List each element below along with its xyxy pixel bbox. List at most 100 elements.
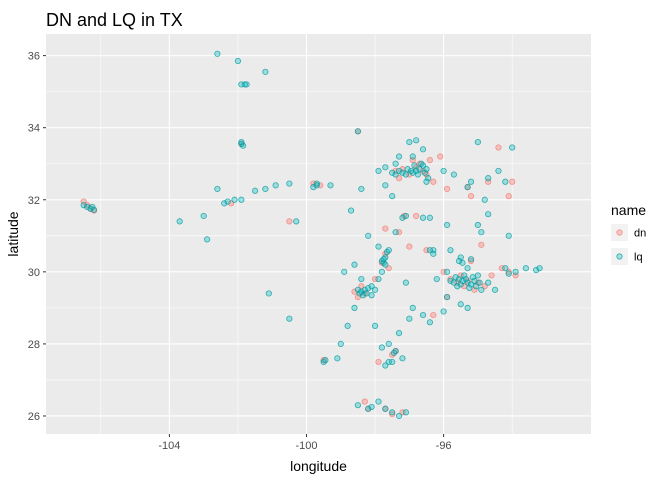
x-axis-title: longitude xyxy=(290,458,347,474)
data-point-lq xyxy=(365,284,372,292)
x-tick-label: -104 xyxy=(158,440,180,452)
data-point-lq xyxy=(375,275,382,283)
data-point-dn xyxy=(488,272,495,279)
data-point-lq xyxy=(334,355,341,362)
data-point-lq xyxy=(262,68,269,75)
data-point-lq xyxy=(354,128,362,135)
data-point-lq xyxy=(474,139,481,146)
data-point-lq xyxy=(443,221,451,229)
y-tick-label: 32 xyxy=(28,195,40,207)
data-point-lq xyxy=(512,268,519,275)
data-point-lq xyxy=(385,247,392,254)
data-point-lq xyxy=(251,187,259,194)
data-point-lq xyxy=(382,261,389,268)
data-point-lq xyxy=(262,185,269,193)
data-point-lq xyxy=(505,232,512,239)
data-point-lq xyxy=(485,279,492,286)
data-point-lq xyxy=(214,185,221,193)
data-point-lq xyxy=(358,275,365,283)
data-point-lq xyxy=(382,182,389,189)
data-point-lq xyxy=(354,286,362,293)
data-point-lq xyxy=(455,275,463,283)
data-point-lq xyxy=(433,275,440,283)
data-point-lq xyxy=(505,270,512,277)
legend-key-dn xyxy=(611,224,628,241)
axis-ticks: -104 -100 -96 26 28 30 32 34 36 xyxy=(28,51,452,452)
data-point-dn xyxy=(467,257,475,265)
data-point-lq xyxy=(423,166,430,173)
data-point-lq xyxy=(347,207,355,214)
data-point-lq xyxy=(421,169,428,176)
data-point-lq xyxy=(90,206,98,213)
data-point-lq xyxy=(214,50,221,57)
data-point-lq xyxy=(481,196,488,203)
data-point-lq xyxy=(402,171,410,178)
data-point-lq xyxy=(354,402,362,409)
legend-label-lq: lq xyxy=(634,252,643,264)
data-point-lq xyxy=(464,279,471,286)
data-point-lq xyxy=(467,256,475,263)
data-point-lq xyxy=(411,162,418,169)
data-point-dn xyxy=(430,311,437,319)
y-tick-label: 34 xyxy=(28,123,40,135)
data-point-lq xyxy=(454,283,461,290)
data-point-lq xyxy=(419,146,427,153)
x-tick-label: -100 xyxy=(295,440,317,452)
data-point-lq xyxy=(351,261,358,268)
data-point-lq xyxy=(380,256,387,263)
data-point-lq xyxy=(471,277,478,284)
y-tick-label: 36 xyxy=(28,51,40,63)
data-point-lq xyxy=(491,286,499,293)
legend-title: name xyxy=(611,202,646,218)
data-point-lq xyxy=(385,340,392,348)
y-tick-label: 26 xyxy=(28,411,40,423)
x-tick-label: -96 xyxy=(436,440,452,452)
data-point-dn xyxy=(378,259,386,266)
data-point-lq xyxy=(234,57,242,65)
legend-key-lq xyxy=(611,248,628,265)
data-point-dn xyxy=(413,212,420,220)
data-point-lq xyxy=(406,139,413,146)
data-point-lq xyxy=(419,214,427,221)
data-point-dn xyxy=(437,153,444,160)
data-point-lq xyxy=(474,221,481,229)
data-point-dn xyxy=(478,241,485,248)
data-point-lq xyxy=(414,171,422,178)
data-point-lq xyxy=(485,211,492,218)
data-point-lq xyxy=(327,182,334,189)
data-point-lq xyxy=(485,175,492,182)
data-point-lq xyxy=(462,275,469,283)
y-axis-title: latitude xyxy=(5,211,21,256)
data-point-lq xyxy=(502,265,509,272)
data-point-lq xyxy=(413,167,420,175)
data-point-lq xyxy=(243,81,250,88)
data-point-lq xyxy=(371,322,379,329)
data-point-lq xyxy=(522,265,529,272)
data-point-lq xyxy=(341,268,348,275)
data-point-lq xyxy=(409,304,416,311)
data-point-lq xyxy=(371,286,379,293)
data-point-lq xyxy=(502,178,509,185)
data-point-lq xyxy=(221,200,228,207)
data-point-lq xyxy=(399,169,406,176)
data-point-lq xyxy=(440,167,447,175)
legend-lq-marker xyxy=(616,253,623,260)
data-point-dn xyxy=(474,279,481,286)
data-point-lq xyxy=(241,81,248,88)
data-point-lq xyxy=(478,229,485,236)
data-point-lq xyxy=(293,218,300,225)
data-point-lq xyxy=(200,212,207,220)
data-point-lq xyxy=(450,171,457,178)
data-point-lq xyxy=(495,167,502,175)
data-point-lq xyxy=(351,304,358,311)
data-point-lq xyxy=(392,229,399,236)
data-point-lq xyxy=(313,182,320,189)
data-point-lq xyxy=(375,243,382,250)
data-point-lq xyxy=(452,274,459,281)
data-point-lq xyxy=(231,196,238,203)
legend-label-dn: dn xyxy=(634,228,646,240)
data-point-lq xyxy=(382,405,389,412)
data-point-lq xyxy=(476,279,483,286)
data-point-lq xyxy=(344,322,351,329)
data-point-lq xyxy=(392,160,399,167)
